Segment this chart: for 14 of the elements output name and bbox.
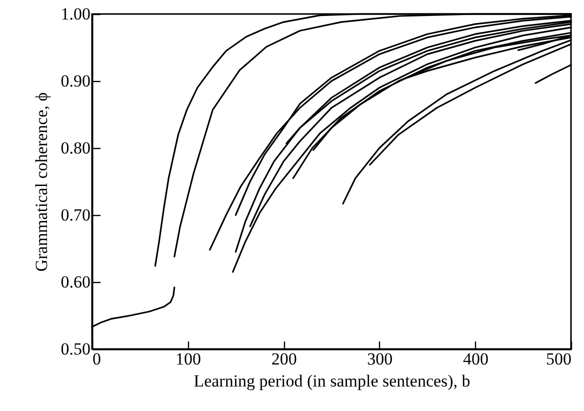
x-axis-title: Learning period (in sample sentences), b <box>194 372 470 390</box>
y-tick-label: 0.60 <box>60 272 90 292</box>
y-tick-label: 0.90 <box>60 72 90 90</box>
x-tick-label: 200 <box>271 350 297 368</box>
y-tick-label: 0.50 <box>60 340 90 358</box>
x-tick-label: 400 <box>462 350 488 368</box>
x-tick-label: 300 <box>367 350 393 368</box>
y-tick-label: 1.00 <box>60 4 90 24</box>
x-tick-label: 100 <box>176 350 202 368</box>
y-axis-title: Grammatical coherence, ϕ <box>32 92 51 272</box>
y-tick-label: 0.80 <box>60 138 90 158</box>
y-tick-label: 0.70 <box>60 206 90 224</box>
x-tick-label: 500 <box>546 350 572 368</box>
x-tick-label: 0 <box>92 350 101 368</box>
